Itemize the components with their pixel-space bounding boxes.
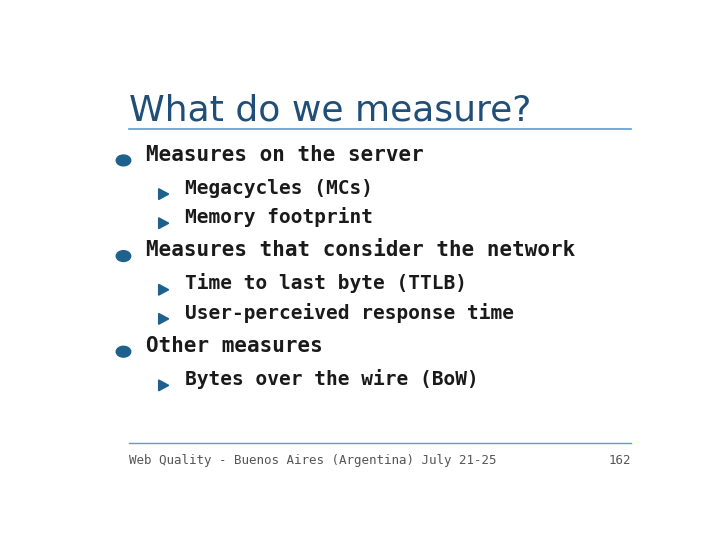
Text: User-perceived response time: User-perceived response time xyxy=(185,302,514,322)
Polygon shape xyxy=(158,313,168,324)
Circle shape xyxy=(116,155,131,166)
Text: Web Quality - Buenos Aires (Argentina) July 21-25: Web Quality - Buenos Aires (Argentina) J… xyxy=(129,454,497,467)
Text: Measures on the server: Measures on the server xyxy=(145,145,423,165)
Polygon shape xyxy=(158,380,168,391)
Text: 162: 162 xyxy=(609,454,631,467)
Text: Megacycles (MCs): Megacycles (MCs) xyxy=(185,179,373,198)
Text: What do we measure?: What do we measure? xyxy=(129,94,531,128)
Text: Other measures: Other measures xyxy=(145,336,323,356)
Circle shape xyxy=(116,346,131,357)
Text: Time to last byte (TTLB): Time to last byte (TTLB) xyxy=(185,273,467,294)
Polygon shape xyxy=(158,285,168,295)
Circle shape xyxy=(116,251,131,261)
Text: Bytes over the wire (BoW): Bytes over the wire (BoW) xyxy=(185,369,479,389)
Polygon shape xyxy=(158,218,168,228)
Text: Memory footprint: Memory footprint xyxy=(185,207,373,227)
Text: Measures that consider the network: Measures that consider the network xyxy=(145,240,575,260)
Polygon shape xyxy=(158,188,168,199)
